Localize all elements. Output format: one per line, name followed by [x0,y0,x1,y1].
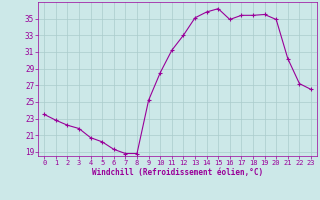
X-axis label: Windchill (Refroidissement éolien,°C): Windchill (Refroidissement éolien,°C) [92,168,263,177]
